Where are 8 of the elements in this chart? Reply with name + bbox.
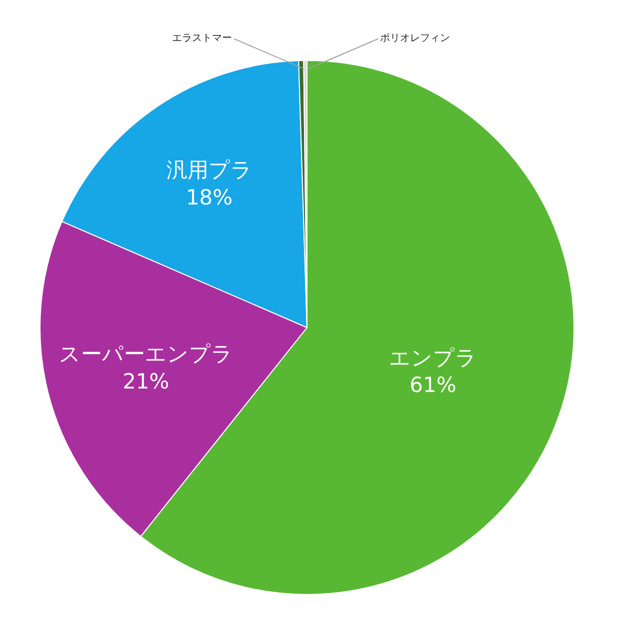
slice-label: エラストマー bbox=[172, 33, 232, 44]
slice-label: スーパーエンプラ bbox=[58, 342, 233, 366]
slice-label: ポリオレフィン bbox=[380, 33, 450, 44]
data-label: 61% bbox=[410, 373, 456, 398]
data-label: 18% bbox=[186, 185, 233, 210]
data-label: 21% bbox=[122, 369, 170, 394]
slice-label: 汎用プラ bbox=[166, 158, 252, 182]
slice-label: エンプラ bbox=[389, 346, 478, 370]
